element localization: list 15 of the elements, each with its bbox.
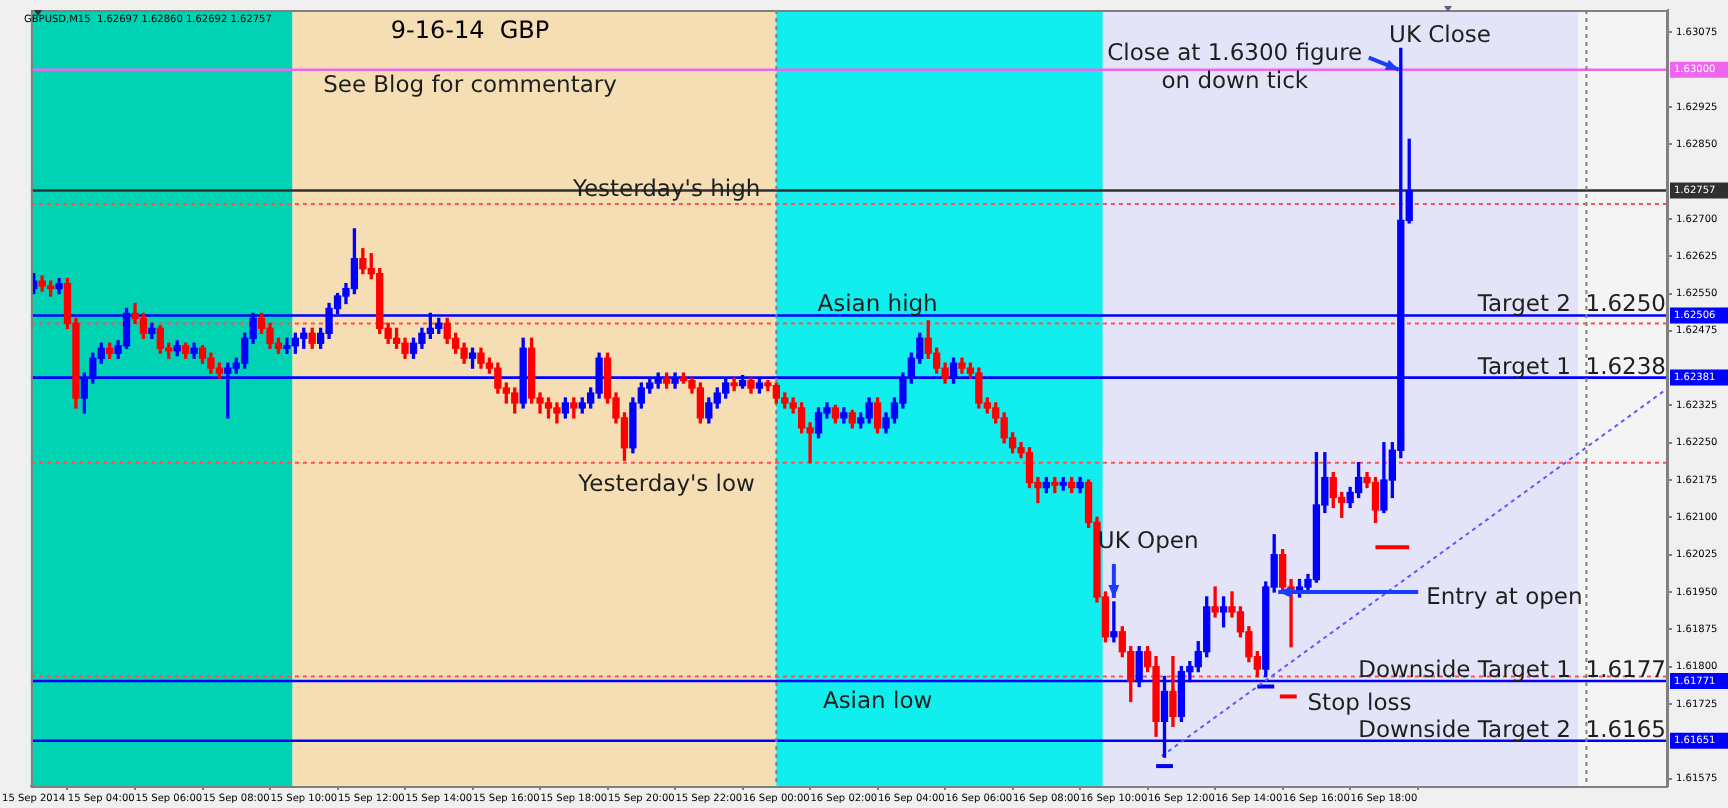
candlestick: [1110, 601, 1118, 643]
annotation: Entry at open: [1426, 582, 1583, 610]
annotation: UK Close: [1389, 20, 1491, 48]
annotation: See Blog for commentary: [323, 70, 618, 98]
annotation: Downside Target 1 1.6177: [1358, 655, 1666, 684]
annotation: Target 2 1.6250: [1475, 289, 1666, 318]
annotation: Asian low: [822, 685, 933, 714]
annotation: Yesterday's low: [576, 468, 755, 497]
annotation: Target 1 1.6238: [1475, 351, 1666, 380]
annotation: Close at 1.6300 figure on down tick: [1107, 37, 1363, 94]
annotation: Downside Target 2 1.6165: [1358, 714, 1666, 743]
annotation: Asian high: [817, 289, 938, 318]
candlestick: [1211, 586, 1219, 618]
annotation: Stop loss: [1307, 688, 1412, 717]
chart-title: 9-16-14 GBP: [390, 16, 550, 44]
